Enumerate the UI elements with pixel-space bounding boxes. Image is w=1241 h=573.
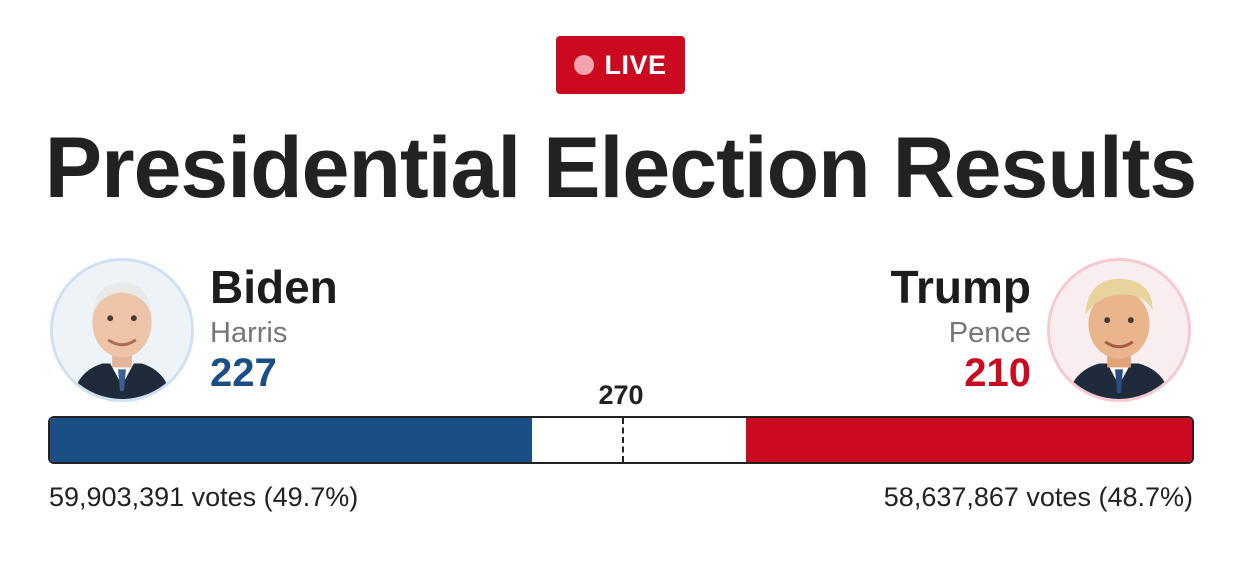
candidate-name: Biden <box>210 261 338 313</box>
candidate-name: Trump <box>890 261 1031 313</box>
running-mate: Pence <box>948 317 1031 349</box>
electoral-votes: 227 <box>210 351 277 395</box>
candidate-rep: Trump Pence 210 <box>890 0 1031 395</box>
trump-avatar <box>1047 258 1191 402</box>
rep-bar-segment <box>746 418 1192 462</box>
trump-portrait-icon <box>1050 261 1188 399</box>
rep-popular-votes: 58,637,867 votes (48.7%) <box>883 482 1193 512</box>
candidate-dem: Biden Harris 227 <box>210 0 338 395</box>
live-label: LIVE <box>604 49 667 80</box>
electoral-votes: 210 <box>964 351 1031 395</box>
biden-avatar <box>50 258 194 402</box>
threshold-label: 270 <box>598 380 644 410</box>
electoral-vote-bar <box>48 416 1194 464</box>
live-badge: LIVE <box>556 36 685 94</box>
running-mate: Harris <box>210 317 288 349</box>
live-dot-icon <box>574 55 595 75</box>
dem-popular-votes: 59,903,391 votes (49.7%) <box>49 482 359 512</box>
threshold-marker <box>622 418 625 462</box>
biden-portrait-icon <box>53 261 191 399</box>
page-title: Presidential Election Results <box>44 120 1197 216</box>
dem-bar-segment <box>50 418 532 462</box>
